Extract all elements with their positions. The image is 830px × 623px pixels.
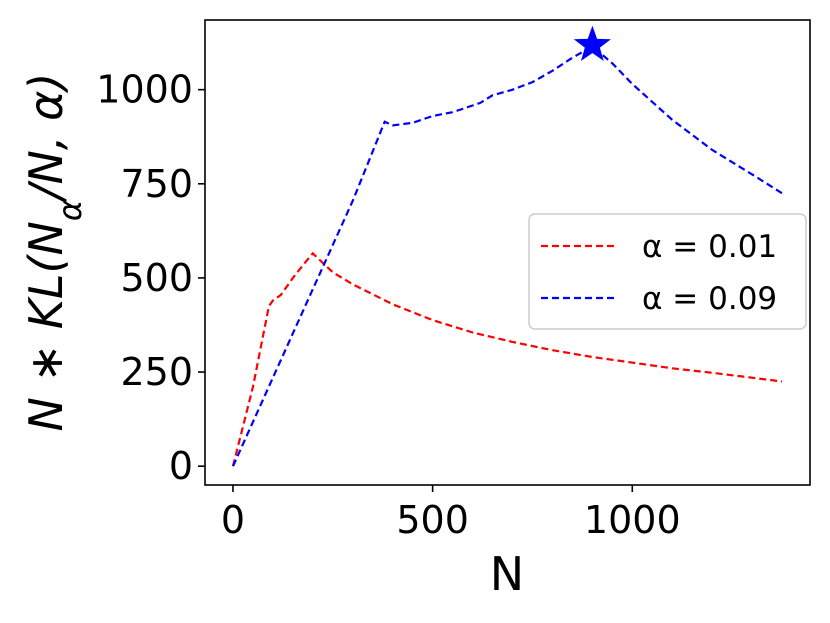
- y-tick-label-3: 750: [120, 162, 193, 206]
- plot-lines: [231, 45, 783, 467]
- y-axis-title-pre: N ∗ KL(N: [19, 221, 73, 431]
- legend-label-0: α = 0.01: [642, 229, 777, 265]
- x-axis-title: N: [490, 547, 524, 601]
- x-axis-ticks: 0 500 1000: [221, 485, 681, 542]
- series-line-1: [231, 45, 783, 467]
- plot-markers: [573, 25, 611, 62]
- x-tick-label-1: 500: [396, 498, 469, 542]
- y-tick-label-4: 1000: [96, 68, 193, 112]
- legend: α = 0.01 α = 0.09: [528, 213, 807, 330]
- y-axis-ticks: 0 250 500 750 1000: [96, 68, 205, 488]
- legend-box: [528, 213, 807, 330]
- y-axis-title: N ∗ KL(Nα/N, α): [19, 73, 89, 432]
- series-line-0: [231, 251, 783, 467]
- y-tick-label-1: 250: [120, 350, 193, 394]
- y-tick-label-2: 500: [120, 256, 193, 300]
- y-axis-title-post: /N, α): [19, 73, 73, 204]
- x-tick-label-0: 0: [221, 498, 245, 542]
- star-marker-0: [573, 25, 611, 62]
- legend-label-1: α = 0.09: [642, 281, 777, 317]
- plot-frame: [204, 19, 811, 486]
- legend-entries: α = 0.01 α = 0.09: [541, 229, 777, 317]
- y-tick-label-0: 0: [169, 444, 193, 488]
- x-tick-label-2: 1000: [584, 498, 681, 542]
- y-axis-title-sub: α: [51, 200, 89, 221]
